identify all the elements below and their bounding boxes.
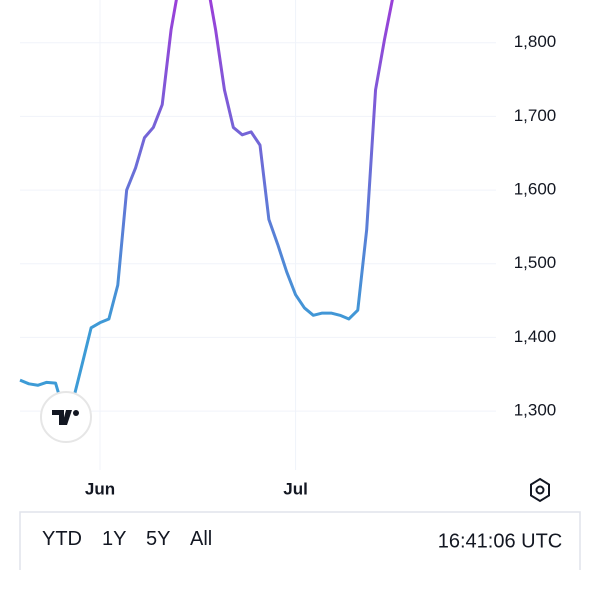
range-button[interactable]: YTD [42, 528, 82, 550]
range-button[interactable]: 1Y [102, 528, 127, 550]
y-tick-label: 1,400 [514, 327, 557, 346]
x-tick-label: Jul [283, 479, 308, 498]
x-tick-label: Jun [85, 479, 115, 498]
settings-icon[interactable] [530, 477, 550, 503]
grid [20, 0, 496, 470]
range-button[interactable]: All [190, 528, 213, 550]
plot [19, 0, 394, 415]
logo [40, 391, 92, 443]
y-tick-label: 1,800 [514, 32, 557, 51]
y-tick-label: 1,600 [514, 180, 557, 199]
y-tick-label: 1,500 [514, 253, 557, 272]
y-tick-label: 1,700 [514, 106, 557, 125]
y-tick-label: 1,300 [514, 401, 557, 420]
price-line [19, 0, 394, 415]
clock: 16:41:06 UTC [438, 530, 563, 552]
toolbar-border [19, 511, 581, 570]
range-button[interactable]: 5Y [146, 528, 171, 550]
